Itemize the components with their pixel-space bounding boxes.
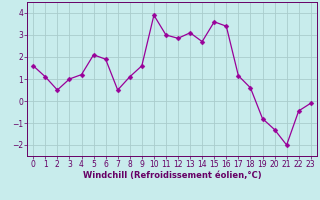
X-axis label: Windchill (Refroidissement éolien,°C): Windchill (Refroidissement éolien,°C) — [83, 171, 261, 180]
